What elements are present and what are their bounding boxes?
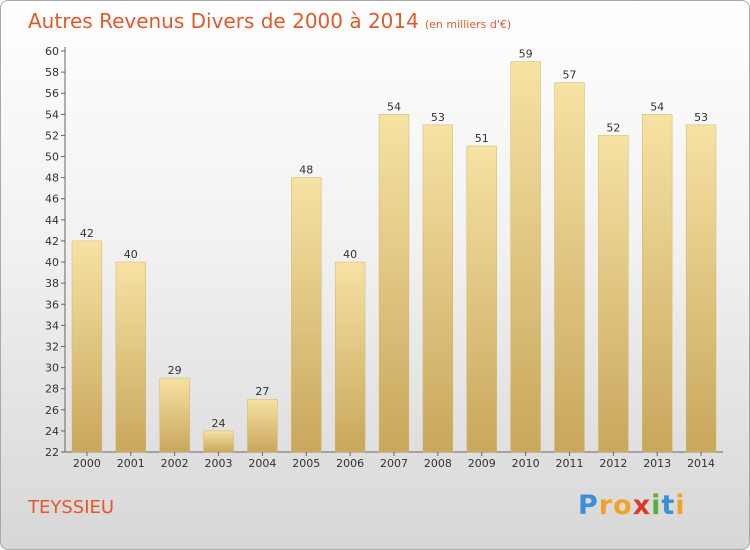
bar [598, 135, 629, 453]
bar-value-label: 54 [650, 100, 664, 113]
unit-note: (en milliers d'€) [424, 18, 512, 31]
y-tick-label: 26 [45, 404, 59, 417]
x-tick-label: 2009 [468, 457, 496, 470]
bar-value-label: 57 [562, 69, 576, 82]
x-tick-label: 2004 [248, 457, 276, 470]
x-tick-label: 2002 [161, 457, 189, 470]
brand-letter: t [661, 490, 676, 521]
bar-value-label: 40 [124, 248, 138, 261]
bar [422, 124, 454, 453]
bar [554, 82, 585, 453]
x-tick-label: 2014 [687, 457, 715, 470]
bar [203, 430, 234, 453]
bar [685, 124, 717, 453]
y-tick-label: 28 [45, 383, 59, 396]
y-tick-label: 54 [45, 108, 59, 121]
bar [378, 114, 410, 453]
y-tick-label: 48 [45, 172, 59, 185]
bar-value-label: 59 [519, 48, 533, 61]
x-tick-label: 2010 [512, 457, 540, 470]
bar [247, 398, 278, 453]
x-tick-label: 2012 [599, 457, 627, 470]
bar-value-label: 53 [694, 111, 708, 124]
brand-letter: i [675, 490, 686, 521]
bar-value-label: 29 [168, 364, 182, 377]
y-tick-label: 22 [45, 446, 59, 459]
x-tick-label: 2008 [424, 457, 452, 470]
y-tick-label: 42 [45, 235, 59, 248]
x-tick-label: 2001 [117, 457, 145, 470]
y-tick-label: 38 [45, 277, 59, 290]
y-tick-label: 50 [45, 151, 59, 164]
bar [466, 145, 497, 453]
bar [291, 177, 322, 453]
y-tick-label: 60 [45, 45, 59, 58]
brand-letter: r [598, 490, 614, 521]
chart-title: Autres Revenus Divers de 2000 à 2014 (en … [28, 9, 511, 33]
y-tick-label: 36 [45, 298, 59, 311]
y-tick-label: 24 [45, 425, 59, 438]
x-tick-label: 2005 [292, 457, 320, 470]
brand-letter: o [613, 490, 633, 521]
bar-value-label: 27 [255, 385, 269, 398]
commune-name: TEYSSIEU [28, 497, 115, 518]
x-tick-label: 2011 [555, 457, 583, 470]
x-tick-label: 2007 [380, 457, 408, 470]
y-tick-label: 52 [45, 129, 59, 142]
bar-value-label: 51 [475, 132, 489, 145]
y-tick-label: 32 [45, 340, 59, 353]
bar [71, 240, 103, 453]
x-tick-label: 2000 [73, 457, 101, 470]
bar [115, 261, 146, 453]
bar [159, 377, 190, 453]
x-tick-label: 2003 [205, 457, 233, 470]
y-tick-label: 58 [45, 66, 59, 79]
bar [334, 261, 366, 453]
y-tick-label: 40 [45, 256, 59, 269]
x-tick-label: 2013 [643, 457, 671, 470]
brand-logo: Proxiti [578, 490, 686, 521]
brand-letter: x [632, 490, 652, 521]
brand-letter: P [578, 490, 599, 521]
x-tick-label: 2006 [336, 457, 364, 470]
bar-value-label: 24 [212, 417, 226, 430]
bar-value-label: 42 [80, 227, 94, 240]
bar-value-label: 40 [343, 248, 357, 261]
bar-value-label: 52 [606, 121, 620, 134]
bar [642, 114, 673, 453]
title-text: Autres Revenus Divers de 2000 à 2014 [28, 9, 419, 33]
y-tick-label: 44 [45, 214, 59, 227]
bar-value-label: 53 [431, 111, 445, 124]
brand-letter: i [651, 490, 662, 521]
y-tick-label: 30 [45, 362, 59, 375]
bar [510, 61, 541, 453]
y-tick-label: 46 [45, 193, 59, 206]
bar-value-label: 48 [299, 164, 313, 177]
y-tick-label: 34 [45, 319, 59, 332]
bar-value-label: 54 [387, 100, 401, 113]
y-tick-label: 56 [45, 87, 59, 100]
